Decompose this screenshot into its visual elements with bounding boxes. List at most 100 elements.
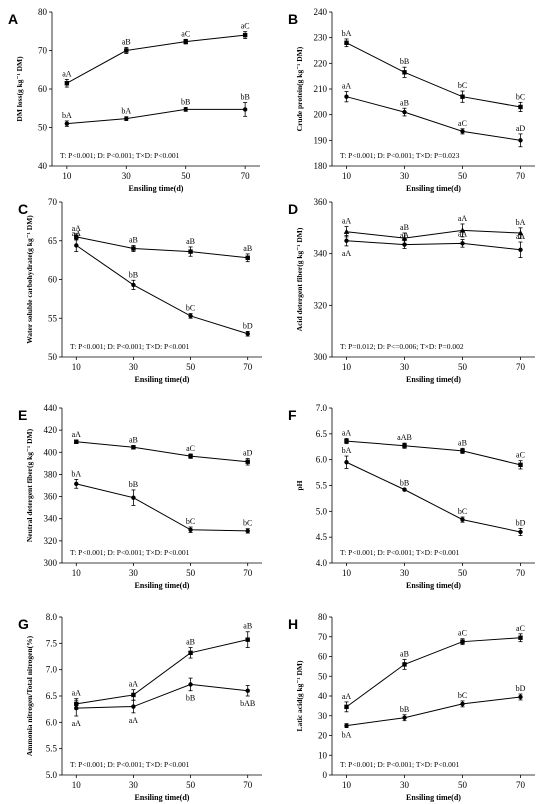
y-tick-label: 360: [44, 492, 58, 502]
y-tick-label: 40: [318, 691, 328, 701]
x-tick-label: 30: [129, 780, 139, 790]
y-tick-label: 180: [314, 161, 328, 171]
data-label: aB: [458, 438, 467, 447]
data-point: [242, 107, 248, 112]
x-axis-label: Ensiling time(d): [406, 184, 461, 193]
stats-annotation: T: P<0.001; D: P<0.001; T×D: P<0.001: [340, 548, 460, 557]
data-label: bB: [400, 705, 409, 714]
series-2: aA aA aA aA: [342, 229, 526, 258]
data-label: bC: [458, 507, 467, 516]
y-tick-label: 340: [314, 249, 328, 259]
y-tick-label: 4.0: [316, 558, 328, 568]
y-tick-label: 4.5: [316, 532, 328, 542]
panel-letter: G: [18, 616, 29, 632]
data-point: [518, 138, 523, 143]
x-axis-label: Ensiling time(d): [135, 375, 190, 384]
data-point: [124, 48, 129, 53]
data-point: [402, 70, 407, 75]
stats-annotation: T: P<0.001; D: P<0.001; T×D: P<0.001: [60, 151, 180, 160]
y-tick-label: 6.5: [46, 691, 58, 701]
x-tick-label: 30: [129, 362, 139, 372]
data-point: [344, 723, 349, 728]
series-line: [76, 683, 248, 709]
series-1: aA aA aB aB: [72, 622, 252, 710]
y-tick-label: 5.0: [316, 506, 328, 516]
data-label: aA: [342, 428, 352, 437]
data-label: aB: [243, 244, 252, 253]
data-label: bA: [342, 731, 352, 740]
y-axis-label: Acid detergent fiber(g kg⁻¹ DM): [295, 227, 304, 331]
stats-annotation: T: P<0.001; D: P<0.001; T×D: P=0.023: [340, 151, 460, 160]
series-line: [76, 639, 248, 705]
data-point: [131, 692, 136, 698]
y-tick-label: 400: [44, 447, 58, 457]
data-point: [245, 688, 250, 693]
x-tick-label: 30: [129, 568, 139, 578]
y-tick-label: 30: [318, 711, 328, 721]
y-tick-label: 5.5: [316, 481, 328, 491]
data-label: aC: [516, 624, 525, 633]
series-line: [76, 483, 248, 532]
y-tick-label: 360: [314, 197, 328, 207]
y-tick-label: 200: [314, 110, 328, 120]
data-label: aB: [186, 237, 195, 246]
series-line: [346, 240, 521, 251]
panel-f: F 4.0 4.5 5.0 5.5 6.0 6.5 7.0 10 30 50 70 Ensiling t…: [288, 403, 535, 590]
series-line: [346, 42, 521, 108]
x-axis-label: Ensiling time(d): [135, 793, 190, 802]
series-line: [76, 236, 248, 259]
data-point: [402, 443, 407, 448]
y-tick-label: 0: [323, 770, 328, 780]
x-tick-label: 10: [342, 171, 352, 181]
y-tick-label: 60: [318, 652, 328, 662]
data-point: [131, 246, 136, 251]
data-point: [402, 662, 407, 667]
data-label: bA: [516, 218, 526, 227]
data-label: aA: [516, 232, 526, 241]
data-label: aC: [458, 119, 467, 128]
data-label: aC: [458, 629, 467, 638]
panel-d: D 300 320 340 360 10 30 50 70 Ensiling time(d) Aci…: [288, 197, 535, 384]
y-tick-label: 420: [44, 425, 58, 435]
data-point: [344, 40, 349, 45]
data-label: aD: [243, 448, 253, 457]
x-tick-label: 70: [516, 568, 526, 578]
data-point: [518, 462, 523, 468]
data-label: bB: [129, 480, 138, 489]
data-label: bD: [516, 518, 526, 527]
y-tick-label: 60: [38, 84, 48, 94]
data-point: [131, 282, 136, 288]
series-line: [76, 441, 248, 463]
y-tick-label: 6.0: [316, 455, 328, 465]
x-axis-label: Ensiling time(d): [135, 581, 190, 590]
y-tick-label: 80: [318, 612, 328, 622]
data-point: [245, 528, 250, 534]
data-point: [459, 227, 466, 233]
x-tick-label: 30: [400, 362, 410, 372]
x-tick-label: 70: [516, 171, 526, 181]
data-point: [74, 439, 79, 444]
y-tick-label: 5.5: [46, 744, 58, 754]
x-tick-label: 50: [181, 171, 191, 181]
data-label: aC: [241, 22, 250, 31]
y-axis-label: Crude protein(g kg⁻¹ DM): [295, 46, 304, 131]
y-tick-label: 190: [314, 135, 328, 145]
data-point: [344, 238, 349, 243]
stats-annotation: T: P=0.012; D: P<=0.006; T×D: P=0.002: [340, 342, 464, 351]
data-label: aB: [129, 235, 138, 244]
y-tick-label: 380: [44, 469, 58, 479]
x-tick-label: 50: [458, 171, 468, 181]
data-label: aB: [129, 436, 138, 445]
series-2: bA bB bC bC: [71, 469, 252, 534]
data-label: bA: [71, 469, 81, 478]
y-tick-label: 70: [48, 197, 58, 207]
x-tick-label: 10: [342, 780, 352, 790]
data-point: [518, 694, 523, 700]
series-line: [346, 229, 521, 239]
y-axis-label: Water soluble carbohydrate(g kg⁻¹ DM): [25, 215, 34, 344]
series-line: [346, 440, 521, 466]
data-point: [402, 487, 407, 492]
data-label: bB: [400, 479, 409, 488]
y-tick-label: 6.0: [46, 717, 58, 727]
